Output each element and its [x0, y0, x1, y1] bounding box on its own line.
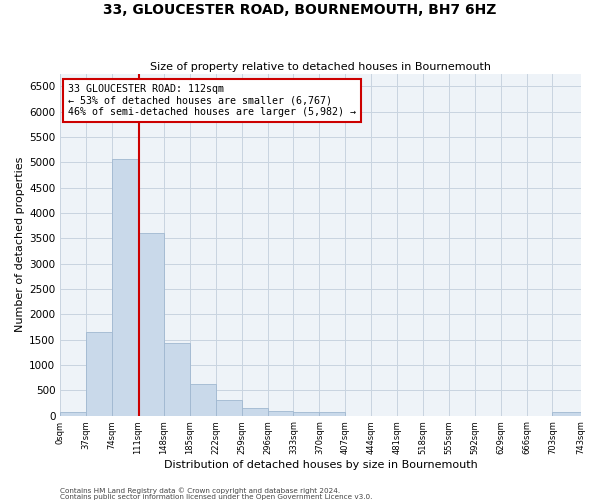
Bar [319, 412, 345, 416]
Bar [268, 410, 293, 416]
Text: 33 GLOUCESTER ROAD: 112sqm
← 53% of detached houses are smaller (6,767)
46% of s: 33 GLOUCESTER ROAD: 112sqm ← 53% of deta… [68, 84, 356, 117]
Title: Size of property relative to detached houses in Bournemouth: Size of property relative to detached ho… [150, 62, 491, 72]
Bar [190, 384, 216, 416]
Bar [60, 412, 86, 416]
Bar [112, 158, 138, 416]
X-axis label: Distribution of detached houses by size in Bournemouth: Distribution of detached houses by size … [164, 460, 477, 470]
Bar [164, 344, 190, 415]
Bar [553, 412, 581, 416]
Bar [216, 400, 242, 415]
Bar [293, 412, 319, 416]
Text: Contains public sector information licensed under the Open Government Licence v3: Contains public sector information licen… [60, 494, 373, 500]
Bar [138, 233, 164, 416]
Bar [86, 332, 112, 415]
Bar [242, 408, 268, 416]
Text: Contains HM Land Registry data © Crown copyright and database right 2024.: Contains HM Land Registry data © Crown c… [60, 488, 340, 494]
Text: 33, GLOUCESTER ROAD, BOURNEMOUTH, BH7 6HZ: 33, GLOUCESTER ROAD, BOURNEMOUTH, BH7 6H… [103, 2, 497, 16]
Y-axis label: Number of detached properties: Number of detached properties [15, 157, 25, 332]
